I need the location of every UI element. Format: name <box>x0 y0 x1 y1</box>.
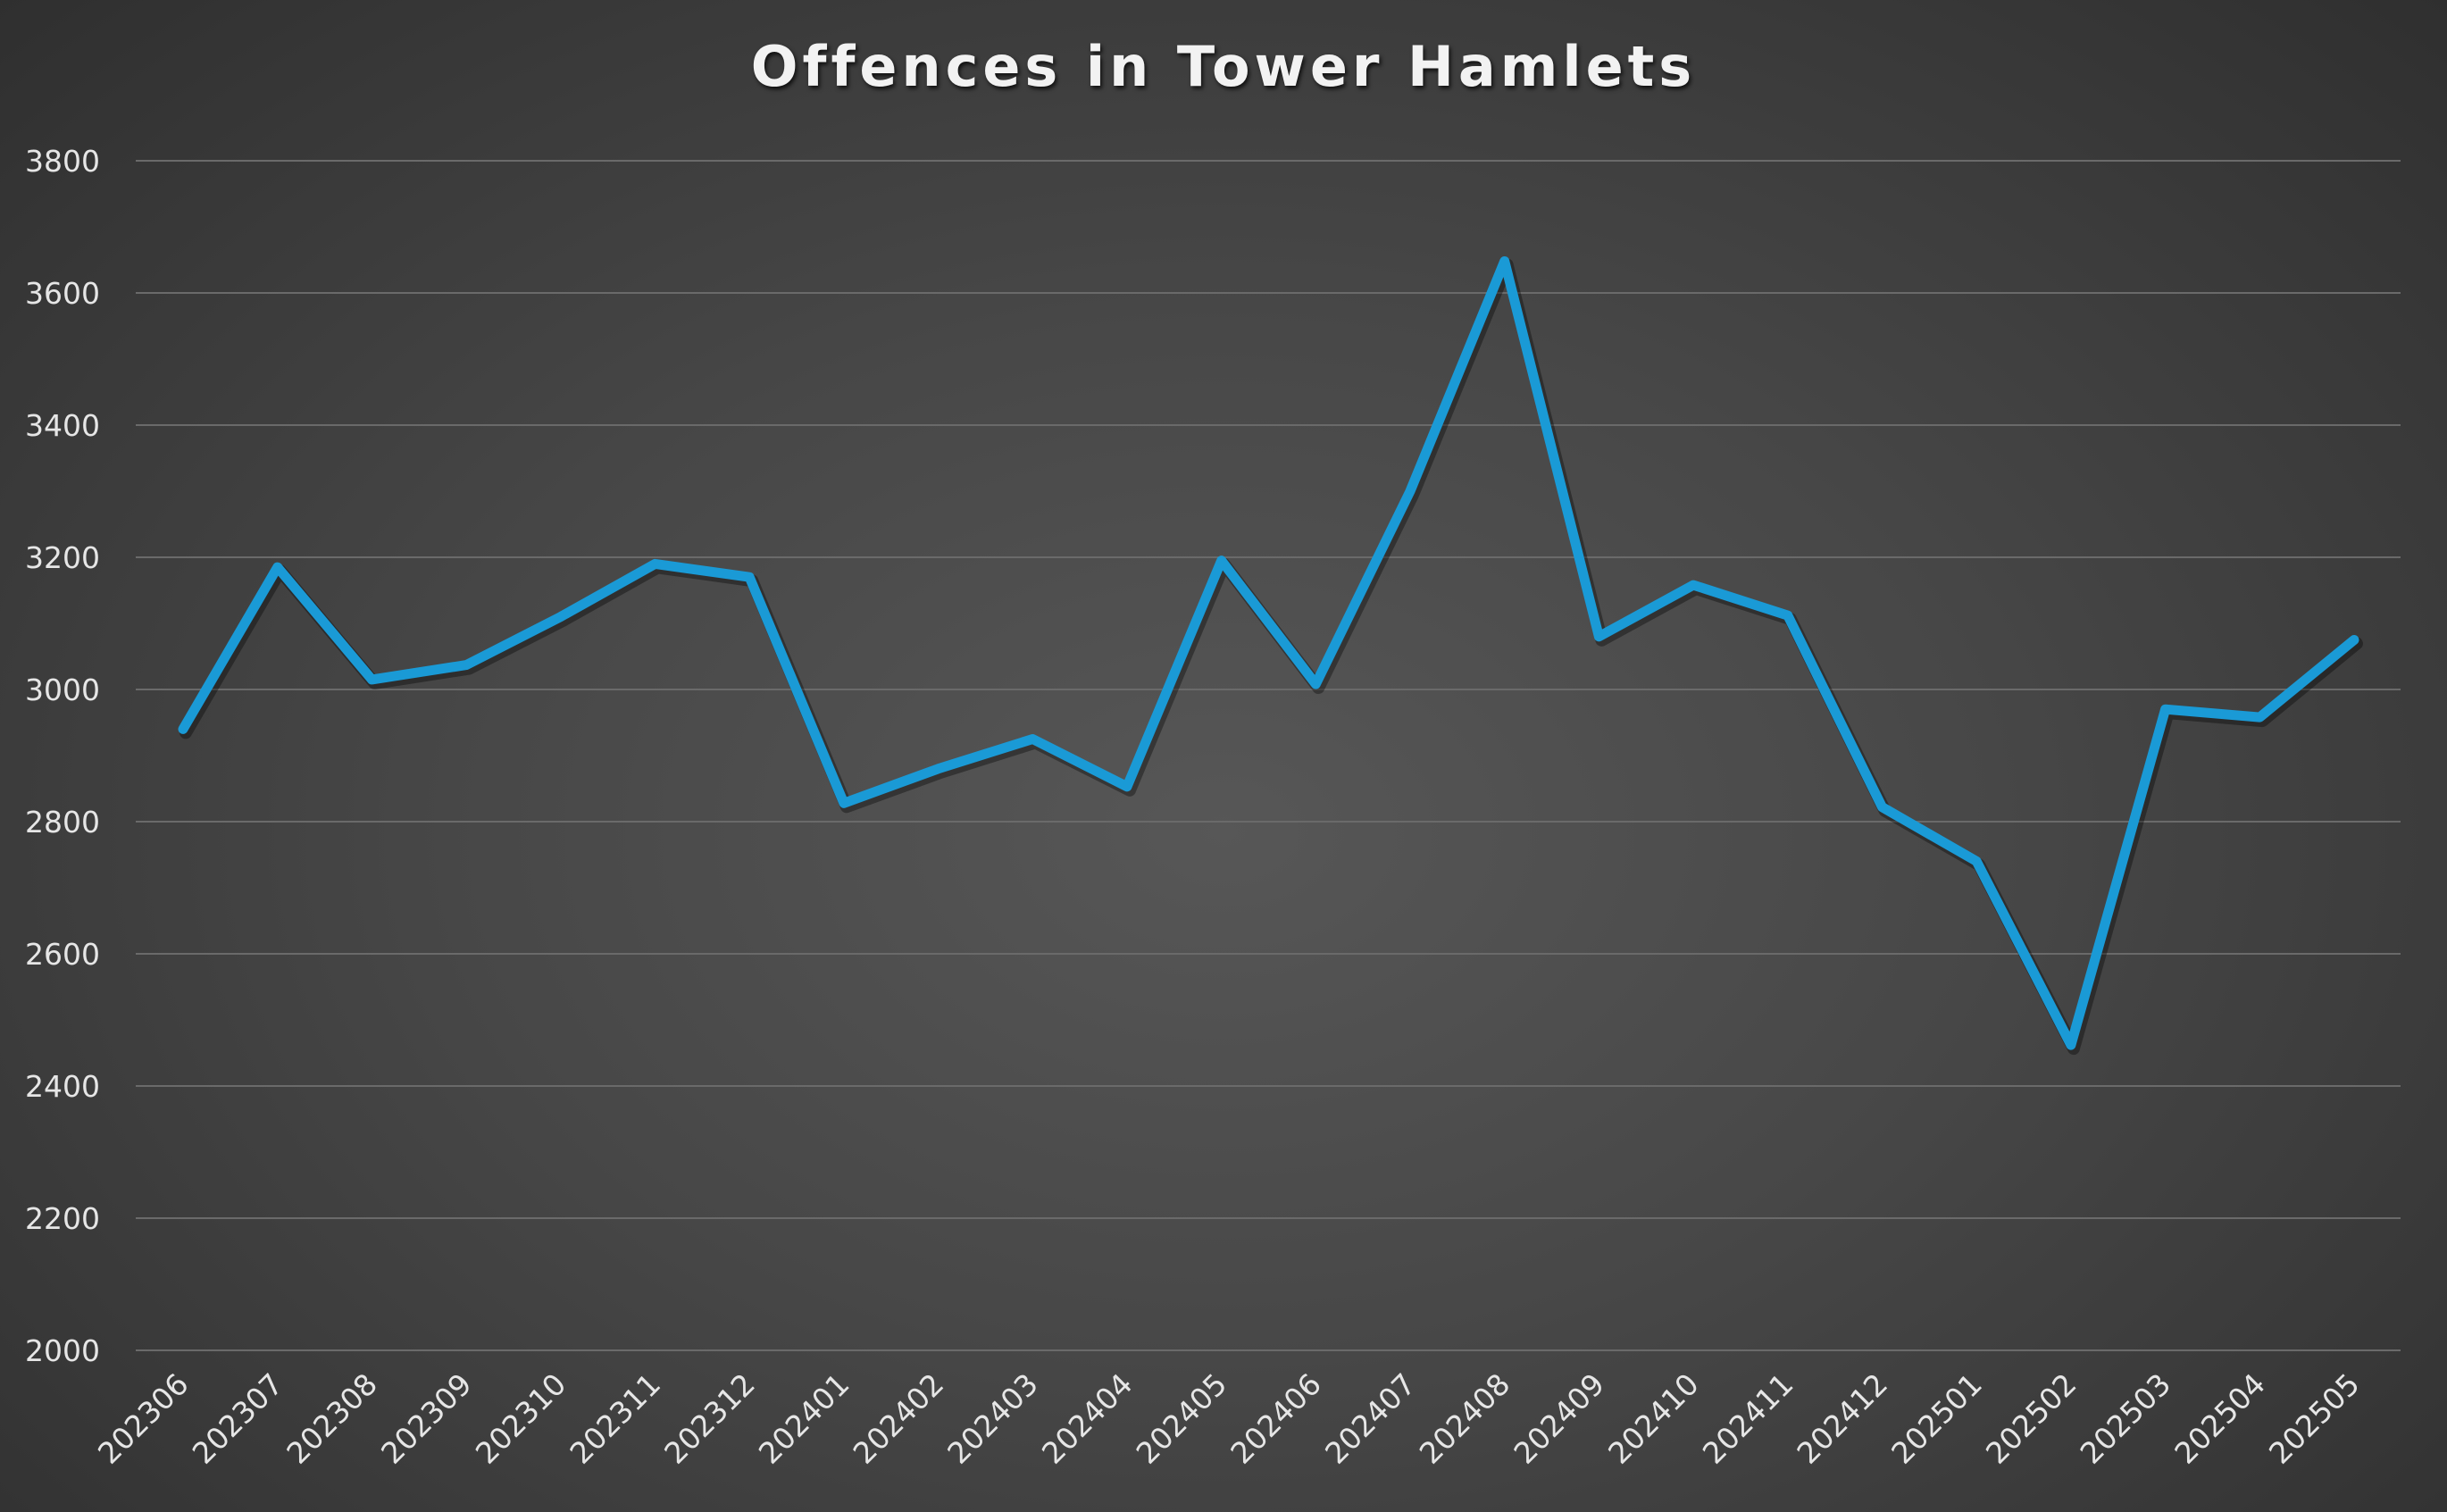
x-tick-label: 202309 <box>374 1366 479 1471</box>
x-tick-label: 202403 <box>940 1366 1045 1471</box>
x-tick-label: 202312 <box>657 1366 762 1471</box>
x-tick-label: 202501 <box>1884 1366 1989 1471</box>
data-point <box>555 612 565 622</box>
data-point <box>1594 631 1604 641</box>
data-point <box>1972 856 1982 866</box>
data-point <box>1783 611 1792 621</box>
x-tick-label: 202412 <box>1791 1366 1895 1471</box>
x-tick-label: 202408 <box>1413 1366 1517 1471</box>
x-tick-label: 202407 <box>1318 1366 1423 1471</box>
data-point <box>2066 1040 2075 1050</box>
y-tick-label: 3400 <box>25 408 100 443</box>
series-line <box>178 256 2359 1050</box>
data-point <box>1499 256 1509 266</box>
data-point <box>1122 781 1132 791</box>
data-point <box>1689 581 1699 590</box>
x-tick-label: 202410 <box>1601 1366 1706 1471</box>
y-tick-label: 3600 <box>25 276 100 311</box>
x-tick-label: 202310 <box>469 1366 573 1471</box>
x-tick-label: 202307 <box>186 1366 290 1471</box>
y-tick-label: 2200 <box>25 1201 100 1236</box>
data-point <box>2160 705 2170 714</box>
x-axis-ticks: 2023062023072023082023092023102023112023… <box>91 1366 2367 1471</box>
data-point <box>933 764 943 773</box>
data-point <box>1028 734 1038 744</box>
series-line-shadow <box>180 258 2363 1056</box>
data-point <box>2350 635 2359 645</box>
series-layer <box>178 256 2363 1056</box>
y-tick-label: 2800 <box>25 805 100 840</box>
x-tick-label: 202401 <box>752 1366 856 1471</box>
y-tick-label: 3800 <box>25 144 100 179</box>
data-point <box>462 660 472 670</box>
x-tick-label: 202409 <box>1507 1366 1611 1471</box>
x-tick-label: 202308 <box>280 1366 384 1471</box>
y-axis-ticks: 2000 2200 2400 2600 2800 3000 3200 3400 3600 3800 <box>25 144 100 1368</box>
x-tick-label: 202405 <box>1130 1366 1234 1471</box>
y-tick-label: 3200 <box>25 540 100 575</box>
data-point <box>1406 487 1416 496</box>
x-tick-label: 202404 <box>1035 1366 1140 1471</box>
x-tick-label: 202402 <box>847 1366 951 1471</box>
data-point <box>2255 713 2265 723</box>
data-point <box>839 798 848 808</box>
x-tick-label: 202503 <box>2074 1366 2178 1471</box>
x-tick-label: 202504 <box>2167 1366 2272 1471</box>
data-point <box>650 559 660 569</box>
data-point <box>272 563 282 572</box>
data-point <box>1877 802 1887 812</box>
y-tick-label: 2400 <box>25 1069 100 1104</box>
chart-title: Offences in Tower Hamlets <box>750 34 1697 99</box>
x-tick-label: 202406 <box>1224 1366 1328 1471</box>
x-tick-label: 202505 <box>2262 1366 2367 1471</box>
x-tick-label: 202306 <box>91 1366 196 1471</box>
data-point <box>1311 680 1321 689</box>
y-tick-label: 2600 <box>25 937 100 972</box>
y-tick-label: 2000 <box>25 1333 100 1368</box>
y-tick-label: 3000 <box>25 672 100 707</box>
data-point <box>179 724 188 734</box>
x-tick-label: 202311 <box>563 1366 667 1471</box>
x-tick-label: 202502 <box>1979 1366 2084 1471</box>
gridlines <box>136 160 2401 1351</box>
data-point <box>745 572 755 582</box>
data-point <box>1216 556 1226 565</box>
data-point <box>367 674 377 684</box>
x-tick-label: 202411 <box>1696 1366 1800 1471</box>
